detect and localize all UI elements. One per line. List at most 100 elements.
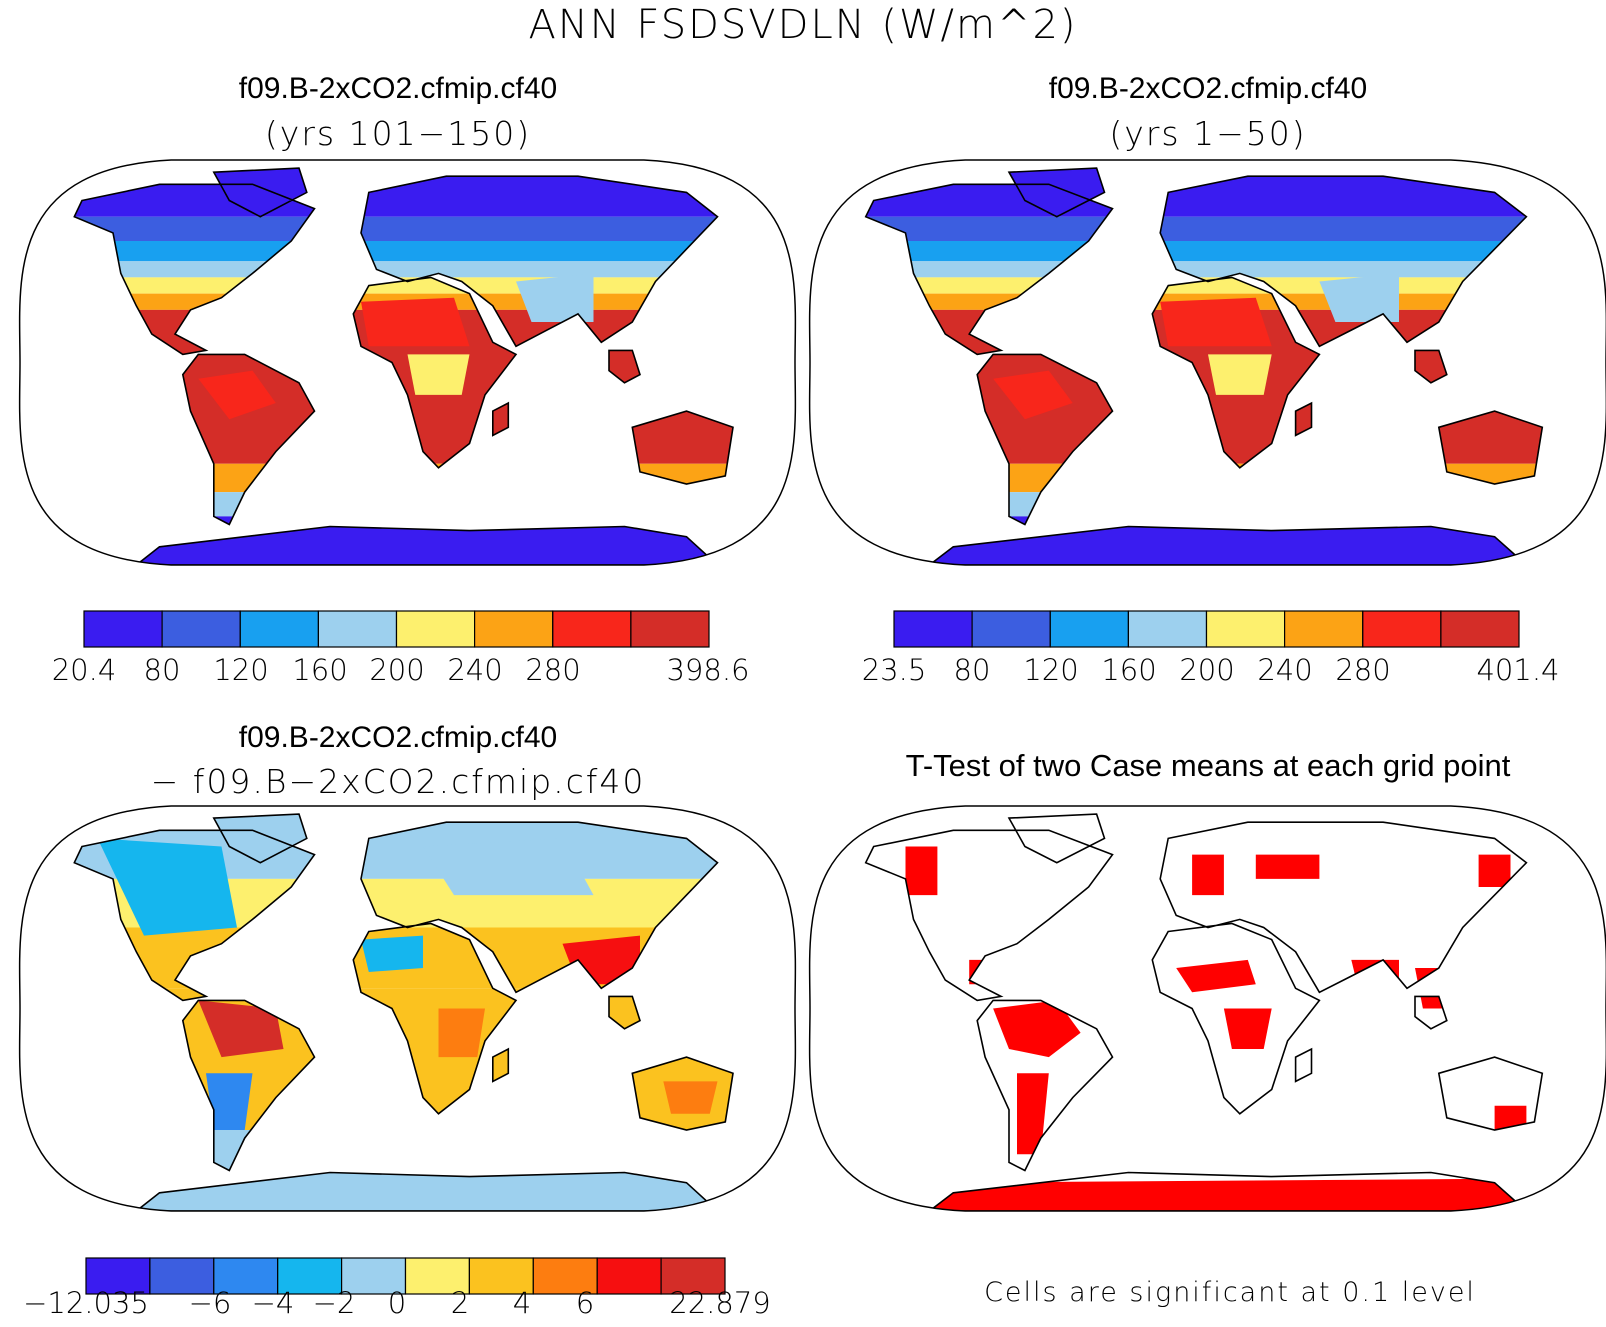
colorbar-bottom-left xyxy=(85,1257,726,1295)
colorbar-label: 0 xyxy=(387,1286,407,1320)
colorbar-label: 160 xyxy=(1101,653,1157,687)
map-frame-top-left xyxy=(18,159,797,566)
significant-cells xyxy=(1176,959,1256,993)
panel-top-left-period: (yrs 101−150) xyxy=(264,114,532,153)
map-frame-top-right xyxy=(808,159,1606,566)
field-band xyxy=(74,216,734,241)
map-bottom-left xyxy=(73,813,734,1211)
colorbar-swatch xyxy=(1049,610,1130,648)
colorbar-top-right xyxy=(893,610,1520,648)
significant-cells xyxy=(969,959,994,985)
significant-cells xyxy=(993,1000,1081,1058)
colorbar-swatch xyxy=(474,610,554,648)
colorbar-label: 22.879 xyxy=(669,1286,771,1320)
colorbar-swatch xyxy=(468,1257,534,1295)
colorbar-label: 200 xyxy=(369,653,425,687)
field-band xyxy=(865,241,1543,262)
colorbar-swatch xyxy=(971,610,1051,648)
land-fill xyxy=(74,814,734,1211)
field-band xyxy=(865,516,1543,565)
field-band xyxy=(407,354,470,395)
field-band xyxy=(562,935,640,985)
colorbar-swatch xyxy=(317,610,398,648)
colorbar-label: 23.5 xyxy=(861,653,927,687)
field-band xyxy=(663,1081,718,1114)
significant-cells xyxy=(929,1178,1527,1211)
colorbar-swatch xyxy=(1283,610,1364,648)
field-band xyxy=(1208,354,1272,395)
colorbar-label: 80 xyxy=(953,653,991,687)
colorbar-label: −6 xyxy=(188,1286,232,1320)
colorbar-swatch xyxy=(404,1257,471,1295)
significant-cells xyxy=(1255,854,1320,879)
colorbar-label: 401.4 xyxy=(1476,653,1560,687)
colorbar-label: 240 xyxy=(447,653,503,687)
colorbar-swatch xyxy=(630,610,710,648)
colorbar-label: 20.4 xyxy=(51,653,117,687)
colorbar-label: −2 xyxy=(312,1286,356,1320)
colorbar-label: −12.035 xyxy=(23,1286,149,1320)
field-band xyxy=(361,297,470,347)
significant-cells xyxy=(1478,854,1511,887)
colorbar-swatch xyxy=(1440,610,1520,648)
significant-cells xyxy=(1017,1073,1049,1155)
colorbar-swatch xyxy=(1362,610,1442,648)
field-band xyxy=(516,273,594,322)
field-band xyxy=(74,1130,734,1211)
colorbar-swatch xyxy=(239,610,320,648)
land-fill xyxy=(865,814,1543,1211)
figure-title: ANN FSDSVDLN (W/m^2) xyxy=(528,2,1078,48)
field-band xyxy=(74,516,734,565)
panel-top-right-period: (yrs 1−50) xyxy=(1109,114,1307,153)
colorbar-label: 120 xyxy=(213,653,269,687)
map-top-right xyxy=(864,167,1544,565)
field-band xyxy=(361,935,423,972)
coastline xyxy=(864,813,1544,1211)
land-fill xyxy=(74,168,734,565)
field-band xyxy=(423,838,594,896)
coastline xyxy=(864,167,1544,565)
coastline xyxy=(73,167,734,565)
colorbar-label: 240 xyxy=(1257,653,1313,687)
colorbar-swatch xyxy=(660,1257,726,1295)
colorbar-label: 4 xyxy=(512,1286,532,1320)
colorbar-label: 200 xyxy=(1179,653,1235,687)
colorbar-label: 2 xyxy=(450,1286,470,1320)
colorbar-label: 120 xyxy=(1023,653,1079,687)
field-band xyxy=(206,1073,253,1130)
colorbar-label: 398.6 xyxy=(666,653,750,687)
map-frame-bottom-right xyxy=(808,805,1606,1212)
field-band xyxy=(97,838,237,936)
colorbar-label: −4 xyxy=(251,1286,295,1320)
field-band xyxy=(865,216,1543,241)
panel-top-right-case-title: f09.B-2xCO2.cfmip.cf40 xyxy=(1048,72,1368,105)
colorbar-label: 80 xyxy=(143,653,181,687)
field-band xyxy=(74,277,734,294)
colorbar-label: 160 xyxy=(292,653,348,687)
colorbar-swatch xyxy=(893,610,973,648)
colorbar-swatch xyxy=(395,610,476,648)
field-band xyxy=(865,463,1543,493)
significant-cells xyxy=(905,846,938,896)
colorbar-swatch xyxy=(1127,610,1208,648)
colorbar-label: 280 xyxy=(525,653,581,687)
significance-note: Cells are significant at 0.1 level xyxy=(984,1277,1476,1308)
colorbar-swatch xyxy=(161,610,241,648)
field-band xyxy=(74,241,734,262)
field-band xyxy=(1319,273,1399,322)
significant-cells xyxy=(1494,1105,1527,1130)
colorbar-label: 280 xyxy=(1335,653,1391,687)
map-bottom-right xyxy=(864,813,1544,1211)
field-band xyxy=(993,370,1073,420)
field-band xyxy=(865,277,1543,294)
colorbar-swatch xyxy=(85,1257,151,1295)
land-fill xyxy=(865,168,1543,565)
colorbar-label: 6 xyxy=(575,1286,595,1320)
coastline xyxy=(73,813,734,1211)
colorbar-swatch xyxy=(596,1257,662,1295)
map-top-left xyxy=(73,167,734,565)
panel-bottom-left-minus-case: − f09.B−2xCO2.cfmip.cf40 xyxy=(150,762,646,801)
significant-cells xyxy=(1192,854,1224,896)
